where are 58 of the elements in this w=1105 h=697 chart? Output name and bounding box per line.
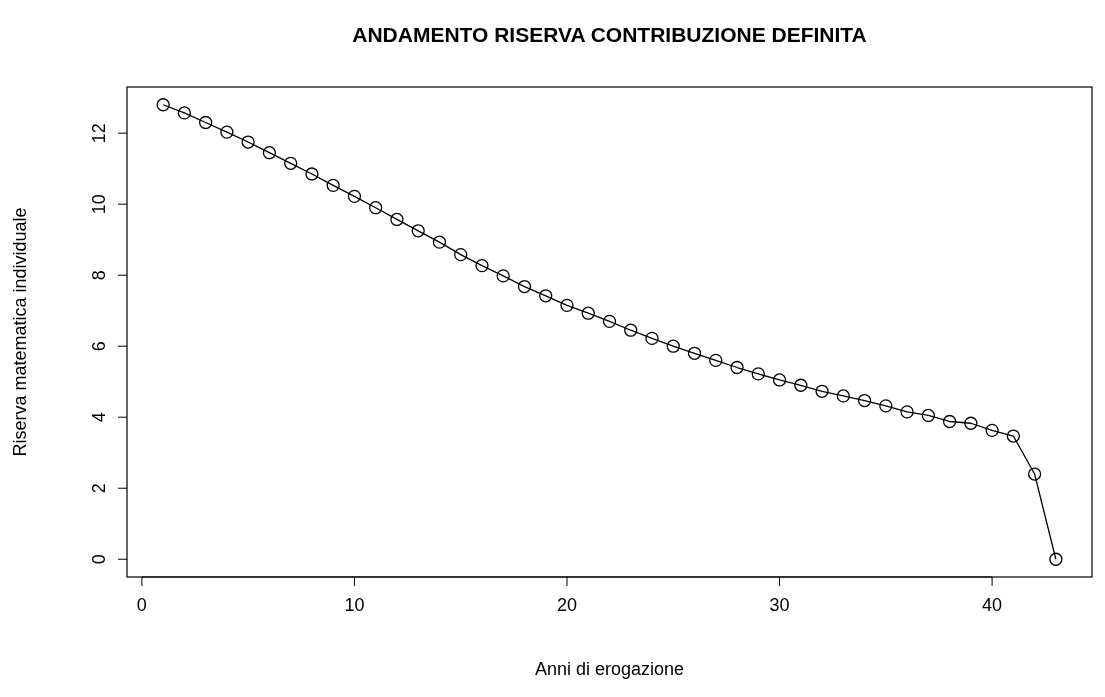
point (730, 360, 744, 375)
y-tick-label: 10 (89, 194, 109, 215)
point (177, 106, 192, 120)
x-tick-label: 20 (556, 595, 577, 615)
point (1006, 429, 1020, 443)
point (390, 212, 404, 227)
chart-title: ANDAMENTO RISERVA CONTRIBUZIONE DEFINITA (352, 23, 867, 46)
point (836, 389, 850, 403)
point (666, 339, 680, 353)
point (942, 414, 957, 429)
y-tick-label: 0 (89, 554, 109, 565)
point (602, 314, 617, 328)
point (454, 247, 468, 262)
point (581, 306, 595, 320)
point (220, 125, 234, 139)
y-tick-label: 8 (89, 270, 109, 281)
point (262, 146, 277, 160)
point (900, 405, 914, 419)
point (411, 224, 425, 238)
point (156, 98, 170, 112)
point (687, 346, 702, 360)
point (921, 408, 935, 423)
point (284, 156, 298, 170)
point (432, 235, 447, 249)
point (241, 135, 255, 149)
point (879, 399, 893, 413)
point (369, 201, 383, 215)
point (751, 367, 765, 381)
point (305, 167, 319, 181)
point (199, 115, 213, 130)
y-tick-label: 12 (89, 123, 109, 144)
point (539, 289, 553, 303)
point (517, 279, 532, 294)
x-tick-label: 40 (982, 595, 1003, 615)
x-tick-label: 30 (769, 595, 790, 615)
y-axis-title: Riserva matematica individuale (10, 207, 30, 457)
x-tick-label: 10 (344, 595, 365, 615)
point (624, 323, 638, 337)
point (347, 189, 362, 204)
point (857, 393, 872, 408)
point (645, 331, 659, 346)
point (794, 378, 808, 392)
point (1049, 552, 1063, 566)
point (475, 258, 489, 273)
point (985, 423, 999, 438)
point (964, 416, 978, 430)
x-axis-title: Anni di erogazione (534, 659, 685, 679)
y-tick-label: 4 (89, 412, 109, 423)
point (709, 353, 723, 368)
point (560, 298, 574, 313)
point (1027, 467, 1042, 481)
x-tick-label: 0 (136, 595, 147, 615)
y-tick-label: 6 (89, 341, 109, 352)
y-tick-label: 2 (89, 483, 109, 494)
point (326, 178, 340, 193)
point (496, 269, 510, 283)
point (815, 384, 829, 398)
point (772, 373, 787, 387)
